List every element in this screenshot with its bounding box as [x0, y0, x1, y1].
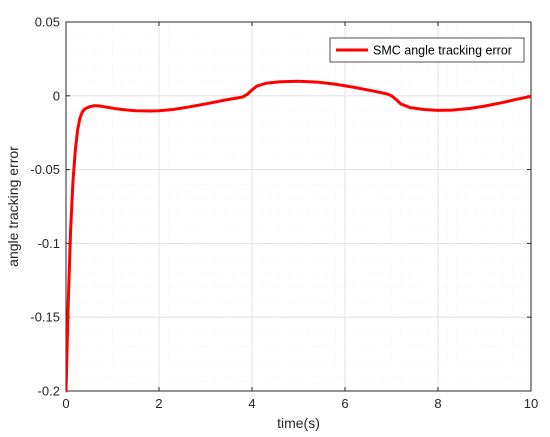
grid-lines: [65, 21, 532, 392]
y-axis-tick-labels: -0.2 -0.15 -0.1 -0.05 0 0.05: [30, 15, 60, 399]
x-tick-label: 4: [248, 396, 255, 411]
x-axis-tick-labels: 0 2 4 6 8 10: [62, 396, 538, 411]
x-tick-label: 10: [524, 396, 538, 411]
y-tick-label: -0.05: [30, 162, 60, 177]
y-tick-label: -0.2: [38, 384, 60, 399]
y-tick-label: -0.15: [30, 310, 60, 325]
y-tick-label: 0: [53, 88, 60, 103]
plot-area: [65, 21, 532, 392]
legend: SMC angle tracking error: [329, 37, 525, 63]
y-tick-label: 0.05: [35, 15, 60, 30]
x-axis-title: time(s): [277, 415, 320, 431]
y-axis-title: angle tracking error: [5, 146, 21, 267]
y-tick-label: -0.1: [38, 236, 60, 251]
series-layer: [66, 79, 531, 393]
x-tick-label: 6: [341, 396, 348, 411]
x-tick-label: 0: [62, 396, 69, 411]
x-tick-label: 2: [155, 396, 162, 411]
x-tick-label: 8: [434, 396, 441, 411]
series-line: [66, 79, 531, 393]
legend-label: SMC angle tracking error: [373, 44, 512, 58]
tick-marks: [65, 21, 532, 392]
